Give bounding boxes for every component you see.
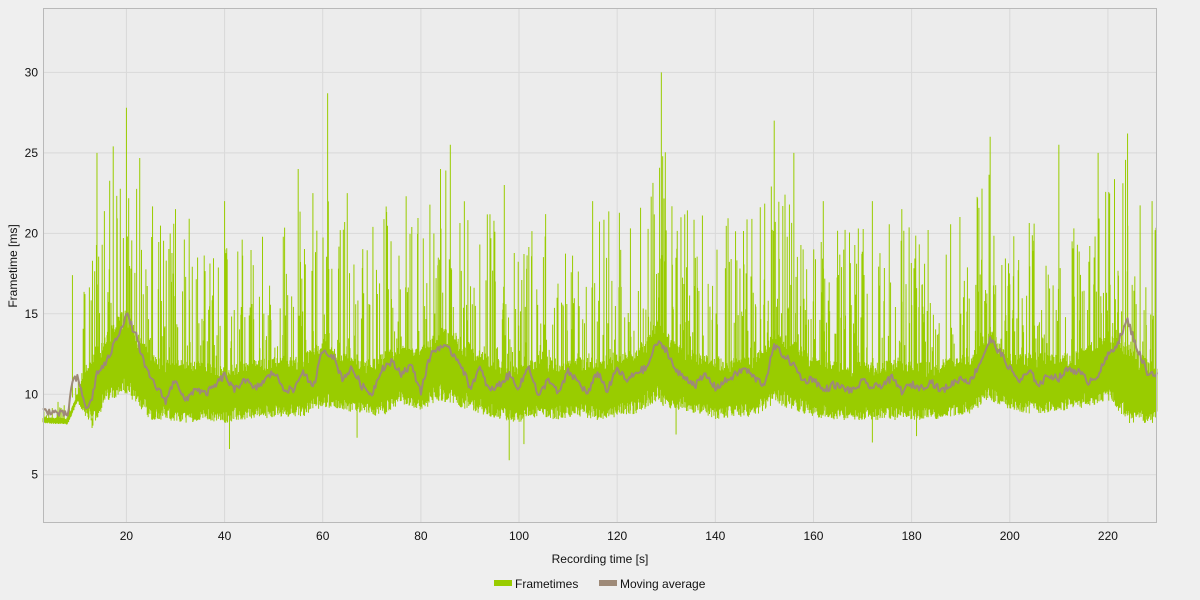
legend-item-frametimes[interactable]: Frametimes: [494, 577, 578, 591]
x-tick-label: 40: [218, 529, 232, 543]
x-tick-label: 20: [120, 529, 134, 543]
legend-label-moving-average: Moving average: [620, 577, 706, 591]
y-axis-ticks: 5 10 15 20 25 30: [25, 65, 39, 481]
y-tick-label: 25: [25, 146, 39, 160]
x-axis-title: Recording time [s]: [552, 552, 649, 566]
y-tick-label: 5: [31, 468, 38, 482]
x-axis-ticks: 20 40 60 80 100 120 140 160 180 200 220: [120, 529, 1119, 543]
x-tick-label: 160: [803, 529, 823, 543]
x-tick-label: 120: [607, 529, 627, 543]
y-tick-label: 15: [25, 307, 39, 321]
y-tick-label: 30: [25, 65, 39, 79]
x-tick-label: 200: [1000, 529, 1020, 543]
legend-label-frametimes: Frametimes: [515, 577, 578, 591]
x-tick-label: 100: [509, 529, 529, 543]
x-tick-label: 60: [316, 529, 330, 543]
y-tick-label: 20: [25, 226, 39, 240]
moving-average-line: [42, 312, 1158, 417]
x-tick-label: 220: [1098, 529, 1118, 543]
y-axis-title: Frametime [ms]: [6, 224, 20, 307]
moving-average-series: [42, 312, 1158, 417]
legend-swatch-frametimes: [494, 580, 512, 586]
x-tick-label: 140: [705, 529, 725, 543]
plot-frame: [43, 8, 1157, 523]
legend-swatch-moving-average: [599, 580, 617, 586]
legend: Frametimes Moving average: [494, 577, 706, 591]
x-tick-label: 180: [902, 529, 922, 543]
y-tick-label: 10: [25, 387, 39, 401]
legend-item-moving-average[interactable]: Moving average: [599, 577, 706, 591]
x-tick-label: 80: [414, 529, 428, 543]
